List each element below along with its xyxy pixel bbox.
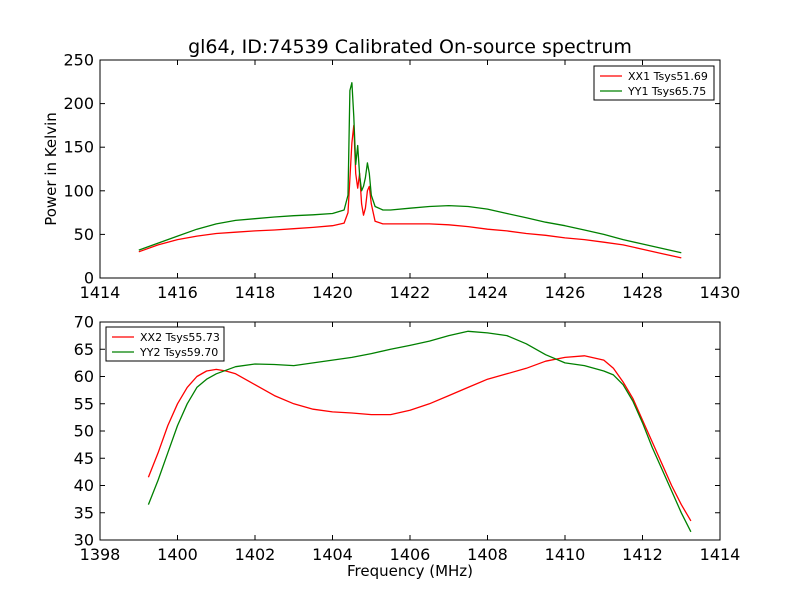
legend-label: XX1 Tsys51.69 — [628, 70, 708, 83]
legend: XX1 Tsys51.69 YY1 Tsys65.75 — [593, 65, 715, 101]
x-tick-label: 1418 — [235, 283, 276, 302]
y-tick-label: 70 — [74, 313, 94, 332]
x-tick-label: 1410 — [545, 545, 586, 564]
y-tick-label: 100 — [63, 181, 94, 200]
x-tick-label: 1420 — [312, 283, 353, 302]
legend-label: YY2 Tsys59.70 — [139, 346, 218, 359]
x-axis-label-bottom: Frequency (MHz) — [347, 562, 473, 580]
x-tick-label: 1400 — [157, 545, 198, 564]
y-tick-label: 55 — [74, 394, 94, 413]
x-tick-label: 1406 — [390, 545, 431, 564]
y-tick-label: 150 — [63, 138, 94, 157]
x-tick-label: 1428 — [622, 283, 663, 302]
series-line-yy1 — [138, 82, 682, 254]
x-tick-label: 1398 — [80, 545, 121, 564]
y-tick-label: 65 — [74, 340, 94, 359]
y-tick-label: 200 — [63, 94, 94, 113]
y-tick-label: 0 — [84, 269, 94, 288]
x-tick-label: 1412 — [622, 545, 663, 564]
bottom-panel: 1398 1400 1402 1404 1406 1408 1410 1412 1414 30 35… — [74, 313, 741, 565]
x-tick-label: 1404 — [312, 545, 353, 564]
legend-box — [593, 65, 715, 101]
y-tick-label: 45 — [74, 449, 94, 468]
legend-label: YY1 Tsys65.75 — [627, 85, 706, 98]
x-tick-label: 1402 — [235, 545, 276, 564]
legend-label: XX2 Tsys55.73 — [140, 331, 220, 344]
x-tick-label: 1424 — [467, 283, 508, 302]
chart-title: gl64, ID:74539 Calibrated On-source spec… — [188, 36, 632, 58]
x-tick-label: 1426 — [545, 283, 586, 302]
legend: XX2 Tsys55.73 YY2 Tsys59.70 — [105, 326, 225, 362]
y-tick-label: 50 — [74, 225, 94, 244]
series-line-yy2 — [147, 330, 692, 533]
y-tick-label: 30 — [74, 531, 94, 550]
legend-box — [105, 326, 225, 362]
x-tick-label: 1416 — [157, 283, 198, 302]
top-panel: 1414 1416 1418 1420 1422 1424 1426 1428 1430 0 50 1… — [63, 51, 740, 303]
y-tick-label: 35 — [74, 503, 94, 522]
series-line-xx1 — [138, 124, 682, 259]
x-tick-label: 1422 — [390, 283, 431, 302]
x-tick-label: 1408 — [467, 545, 508, 564]
y-tick-label: 60 — [74, 367, 94, 386]
x-tick-label: 1414 — [80, 283, 121, 302]
y-tick-label: 50 — [74, 422, 94, 441]
series-line-xx2 — [147, 355, 692, 522]
y-tick-label: 40 — [74, 476, 94, 495]
x-tick-label: 1414 — [700, 545, 741, 564]
x-tick-label: 1430 — [700, 283, 741, 302]
y-axis-label-top: Power in Kelvin — [42, 112, 60, 226]
y-tick-label: 250 — [63, 51, 94, 70]
